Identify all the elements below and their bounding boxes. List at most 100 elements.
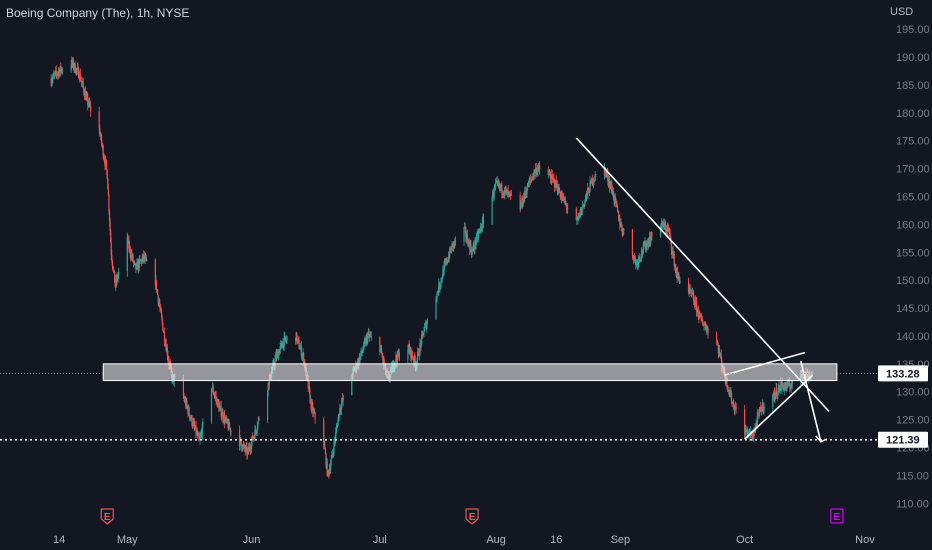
candle-body — [77, 68, 80, 78]
candle-body — [443, 264, 445, 275]
candle-body — [639, 259, 642, 261]
candle-body — [118, 271, 120, 276]
candle-body — [594, 180, 596, 182]
candle-body — [631, 229, 634, 256]
candle-body — [362, 349, 364, 352]
candle-body — [418, 350, 420, 356]
candle-body — [621, 227, 623, 233]
candle — [616, 200, 618, 208]
candle-body — [435, 299, 437, 320]
candle — [336, 423, 338, 434]
price-tick-label: 190.00 — [896, 52, 930, 64]
candle-body — [591, 178, 593, 184]
candle-body — [183, 396, 185, 399]
earnings-label: E — [469, 512, 476, 523]
candle — [480, 223, 482, 232]
candle — [496, 176, 498, 187]
candle-body — [157, 294, 159, 303]
candle — [528, 179, 530, 188]
candle — [633, 255, 635, 264]
candle — [728, 389, 730, 398]
candle — [581, 201, 584, 216]
candle-body — [128, 240, 130, 249]
candle-body — [213, 392, 215, 395]
candle-body — [669, 231, 671, 235]
candle — [249, 442, 251, 452]
candle — [537, 163, 540, 171]
trend-line-3 — [744, 374, 814, 440]
price-tick-label: 150.00 — [896, 275, 930, 287]
candle — [76, 62, 79, 75]
candle-body — [215, 396, 217, 400]
candle-body — [331, 454, 333, 456]
candle-body — [666, 227, 668, 232]
candle-body — [363, 342, 365, 350]
candle-body — [694, 300, 697, 307]
candle — [567, 203, 569, 213]
candle — [311, 400, 313, 414]
time-tick-label: 16 — [550, 534, 562, 546]
candle — [594, 171, 596, 182]
candle-body — [103, 158, 105, 161]
candle-body — [72, 60, 75, 69]
candle-body — [103, 156, 105, 159]
candle-body — [303, 353, 305, 363]
candle — [138, 255, 140, 272]
candle — [699, 313, 702, 316]
candle — [246, 441, 248, 461]
candle-body — [359, 357, 361, 364]
candle-body — [333, 441, 335, 453]
candle-body — [138, 258, 140, 268]
candle-body — [51, 79, 53, 82]
price-tick-label: 140.00 — [896, 331, 930, 343]
candle — [470, 239, 472, 253]
candle-body — [532, 175, 534, 180]
candle — [363, 341, 365, 351]
candle — [611, 181, 613, 192]
candle-body — [482, 218, 485, 225]
candle — [419, 338, 421, 357]
candle-body — [501, 184, 503, 194]
candle — [777, 391, 779, 399]
candle — [107, 178, 109, 190]
candle — [548, 170, 550, 179]
candle — [211, 388, 213, 393]
candle-body — [107, 189, 109, 196]
candle-body — [418, 354, 420, 356]
level-price-tag: 121.39 — [886, 435, 920, 447]
candle — [501, 180, 503, 199]
candle-body — [80, 81, 83, 82]
candle-body — [159, 305, 161, 308]
candle-body — [667, 227, 670, 230]
candle-body — [698, 313, 701, 319]
candle-body — [638, 256, 640, 259]
candle-body — [182, 377, 185, 397]
candle-body — [110, 242, 112, 255]
candle-body — [494, 183, 497, 187]
candle-body — [51, 81, 53, 85]
candle-body — [351, 375, 353, 396]
candle-body — [642, 244, 644, 253]
candle-body — [310, 398, 312, 410]
candle-body — [87, 97, 89, 106]
candle-body — [700, 314, 702, 320]
candle-body — [577, 216, 579, 220]
candle-body — [188, 407, 190, 415]
candle-body — [559, 192, 561, 197]
candle-body — [670, 241, 672, 250]
candle — [283, 331, 285, 352]
candle — [157, 294, 159, 307]
candle-body — [284, 336, 286, 340]
candle-body — [451, 243, 453, 251]
candle-body — [616, 206, 619, 212]
candle-body — [193, 421, 195, 423]
candle-body — [421, 332, 423, 336]
candle-body — [360, 350, 362, 357]
candle-body — [359, 356, 361, 358]
candle-body — [266, 391, 269, 420]
price-axis: 195.00 190.00 185.00 180.00 175.00 170.00 165.… — [878, 24, 930, 510]
candle-body — [735, 406, 737, 410]
candle-body — [439, 283, 442, 286]
candle-body — [623, 229, 625, 231]
